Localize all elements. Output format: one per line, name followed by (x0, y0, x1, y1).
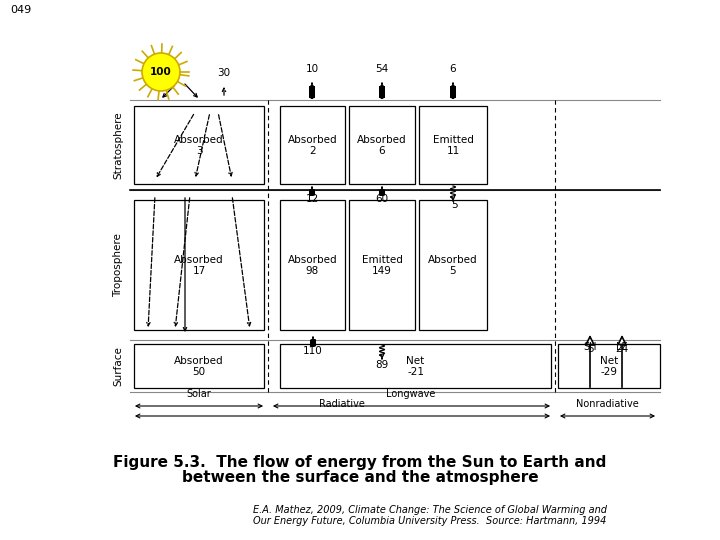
Bar (419, 200, 487, 330)
Text: 30: 30 (217, 68, 230, 78)
Bar (134, 344, 264, 388)
Circle shape (142, 53, 180, 91)
Text: Stratosphere: Stratosphere (113, 111, 123, 179)
Bar (419, 106, 487, 184)
Text: 50: 50 (192, 367, 206, 377)
Bar (280, 106, 345, 184)
Text: -21: -21 (407, 367, 424, 377)
Text: between the surface and the atmosphere: between the surface and the atmosphere (181, 470, 539, 485)
Text: Absorbed: Absorbed (174, 135, 224, 145)
Bar (558, 344, 660, 388)
Text: Nonradiative: Nonradiative (575, 399, 639, 409)
Text: 12: 12 (305, 194, 319, 204)
Text: Emitted: Emitted (433, 135, 474, 145)
Text: 049: 049 (10, 5, 31, 15)
Text: 100: 100 (150, 67, 172, 77)
Text: 17: 17 (192, 266, 206, 276)
Text: 89: 89 (375, 360, 389, 370)
Text: SH: SH (583, 342, 597, 352)
Text: Troposphere: Troposphere (113, 233, 123, 297)
Bar (280, 344, 551, 388)
Text: Absorbed: Absorbed (174, 255, 224, 265)
Text: 5: 5 (451, 200, 459, 210)
Text: -29: -29 (600, 367, 618, 377)
Text: 6: 6 (379, 146, 385, 156)
Text: Absorbed: Absorbed (357, 135, 407, 145)
Text: E.A. Mathez, 2009, Climate Change: The Science of Global Warming and: E.A. Mathez, 2009, Climate Change: The S… (253, 505, 607, 515)
Text: 54: 54 (375, 64, 389, 74)
Bar (349, 106, 415, 184)
Text: Absorbed: Absorbed (428, 255, 478, 265)
Text: 2: 2 (309, 146, 316, 156)
Text: Absorbed: Absorbed (174, 356, 224, 366)
Text: 10: 10 (305, 64, 318, 74)
Text: Absorbed: Absorbed (288, 255, 337, 265)
Text: 11: 11 (446, 146, 459, 156)
Bar (134, 106, 264, 184)
Bar (349, 200, 415, 330)
Text: Surface: Surface (113, 346, 123, 386)
Text: Radiative: Radiative (319, 399, 365, 409)
Text: 60: 60 (375, 194, 389, 204)
Text: Net: Net (406, 356, 425, 366)
Text: Longwave: Longwave (387, 389, 436, 399)
Text: 3: 3 (196, 146, 202, 156)
Text: Figure 5.3.  The flow of energy from the Sun to Earth and: Figure 5.3. The flow of energy from the … (113, 455, 607, 470)
Text: Our Energy Future, Columbia University Press.  Source: Hartmann, 1994: Our Energy Future, Columbia University P… (253, 516, 607, 526)
Text: 5: 5 (587, 344, 593, 354)
Text: 149: 149 (372, 266, 392, 276)
Text: Solar: Solar (186, 389, 212, 399)
Text: 6: 6 (450, 64, 456, 74)
Text: 24: 24 (616, 344, 629, 354)
Text: Net: Net (600, 356, 618, 366)
Bar (280, 200, 345, 330)
Text: 110: 110 (303, 346, 323, 356)
Text: LE: LE (616, 342, 628, 352)
Bar (134, 200, 264, 330)
Text: Absorbed: Absorbed (288, 135, 337, 145)
Text: 98: 98 (306, 266, 319, 276)
Text: Emitted: Emitted (361, 255, 402, 265)
Text: 5: 5 (450, 266, 456, 276)
